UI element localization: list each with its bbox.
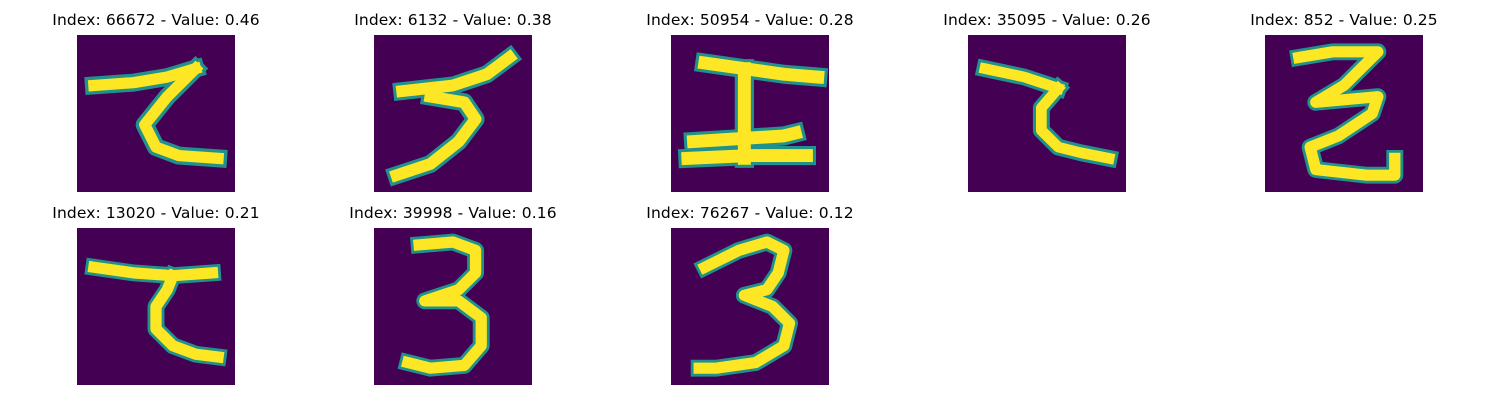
sample-cell-8: Index: 76267 - Value: 0.12: [594, 193, 894, 393]
sample-title: Index: 66672 - Value: 0.46: [52, 11, 260, 29]
digit-image: [671, 228, 829, 385]
digit-image: [77, 35, 235, 192]
sample-title: Index: 76267 - Value: 0.12: [646, 204, 854, 222]
sample-title: Index: 50954 - Value: 0.28: [646, 11, 854, 29]
sample-cell-5: Index: 852 - Value: 0.25: [1188, 0, 1488, 200]
sample-cell-7: Index: 39998 - Value: 0.16: [297, 193, 597, 393]
sample-title: Index: 852 - Value: 0.25: [1250, 11, 1438, 29]
digit-image: [671, 35, 829, 192]
sample-cell-3: Index: 50954 - Value: 0.28: [594, 0, 894, 200]
sample-cell-6: Index: 13020 - Value: 0.21: [0, 193, 300, 393]
digit-image: [77, 228, 235, 385]
sample-title: Index: 6132 - Value: 0.38: [354, 11, 552, 29]
sample-title: Index: 13020 - Value: 0.21: [52, 204, 260, 222]
digit-image: [374, 228, 532, 385]
digit-image: [968, 35, 1126, 192]
sample-title: Index: 39998 - Value: 0.16: [349, 204, 557, 222]
sample-cell-4: Index: 35095 - Value: 0.26: [891, 0, 1191, 200]
sample-cell-1: Index: 66672 - Value: 0.46: [0, 0, 300, 200]
sample-title: Index: 35095 - Value: 0.26: [943, 11, 1151, 29]
sample-cell-2: Index: 6132 - Value: 0.38: [297, 0, 597, 200]
digit-image: [374, 35, 532, 192]
digit-image: [1265, 35, 1423, 192]
